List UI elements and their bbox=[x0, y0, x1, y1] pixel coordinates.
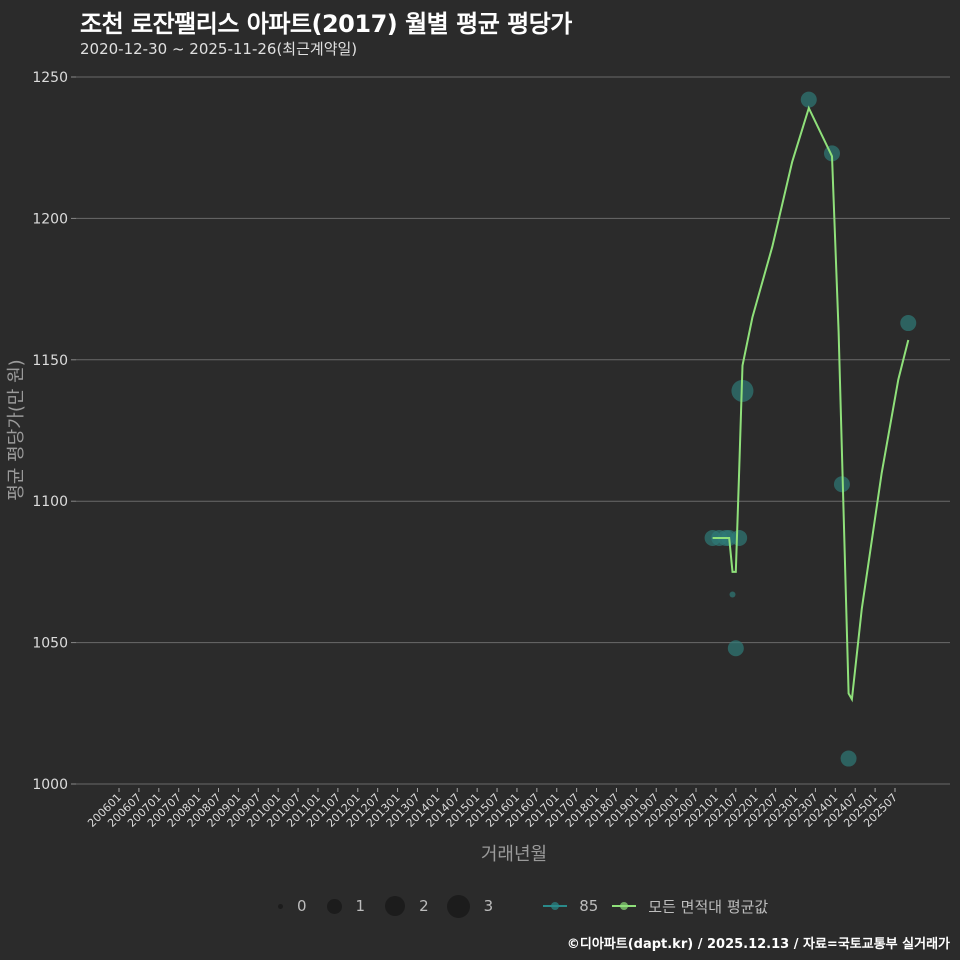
legend-label: 85 bbox=[579, 897, 599, 915]
size-dot-icon bbox=[385, 896, 406, 916]
chart-title: 조천 로잔팰리스 아파트(2017) 월별 평균 평당가 bbox=[80, 10, 572, 38]
y-axis-title: 평균 평당가(만 원) bbox=[6, 359, 27, 500]
data-point bbox=[727, 640, 744, 657]
legend-label: 0 bbox=[297, 897, 307, 915]
y-axis-ticks: 1000 1050 1100 1150 1200 1250 bbox=[32, 70, 76, 793]
x-axis-title: 거래년월 bbox=[481, 844, 547, 865]
legend-series-85: 85 bbox=[543, 897, 598, 915]
legend-series-average: 모든 면적대 평균값 bbox=[612, 896, 768, 917]
data-point bbox=[800, 91, 817, 108]
y-tick-label: 1100 bbox=[32, 494, 68, 510]
data-point bbox=[729, 591, 736, 598]
legend-size-0: 0 bbox=[270, 897, 307, 915]
y-tick-label: 1050 bbox=[32, 636, 68, 652]
grid-lines bbox=[76, 76, 950, 785]
legend-label: 모든 면적대 평균값 bbox=[648, 897, 769, 916]
x-axis-ticks: 2006012006072007012007072008012008072009… bbox=[85, 788, 900, 830]
y-tick-label: 1250 bbox=[32, 70, 68, 86]
y-tick-label: 1200 bbox=[32, 211, 68, 227]
teal-line-marker-icon bbox=[543, 902, 568, 910]
average-line bbox=[712, 105, 910, 703]
scatter-points-85 bbox=[704, 91, 917, 767]
data-point bbox=[900, 315, 917, 332]
data-point bbox=[731, 529, 748, 546]
green-line-marker-icon bbox=[612, 902, 637, 910]
legend-label: 1 bbox=[355, 897, 366, 915]
legend-size-3: 3 bbox=[443, 894, 494, 918]
y-tick-label: 1150 bbox=[32, 353, 68, 369]
source-credit: ©디아파트(dapt.kr) / 2025.12.13 / 자료=국토교통부 실… bbox=[566, 937, 950, 952]
legend-size-1: 1 bbox=[321, 897, 366, 915]
legend-label: 2 bbox=[419, 897, 429, 915]
size-dot-icon bbox=[278, 903, 283, 909]
size-dot-icon bbox=[326, 898, 342, 914]
legend-size-2: 2 bbox=[379, 896, 429, 916]
legend: 0 1 2 3 85 모든 면적대 평균값 bbox=[270, 892, 782, 920]
chart-subtitle: 2020-12-30 ~ 2025-11-26(최근계약일) bbox=[80, 40, 358, 58]
legend-label: 3 bbox=[483, 897, 494, 915]
size-dot-icon bbox=[446, 894, 470, 918]
y-tick-label: 1000 bbox=[32, 777, 68, 793]
data-point bbox=[840, 750, 857, 767]
